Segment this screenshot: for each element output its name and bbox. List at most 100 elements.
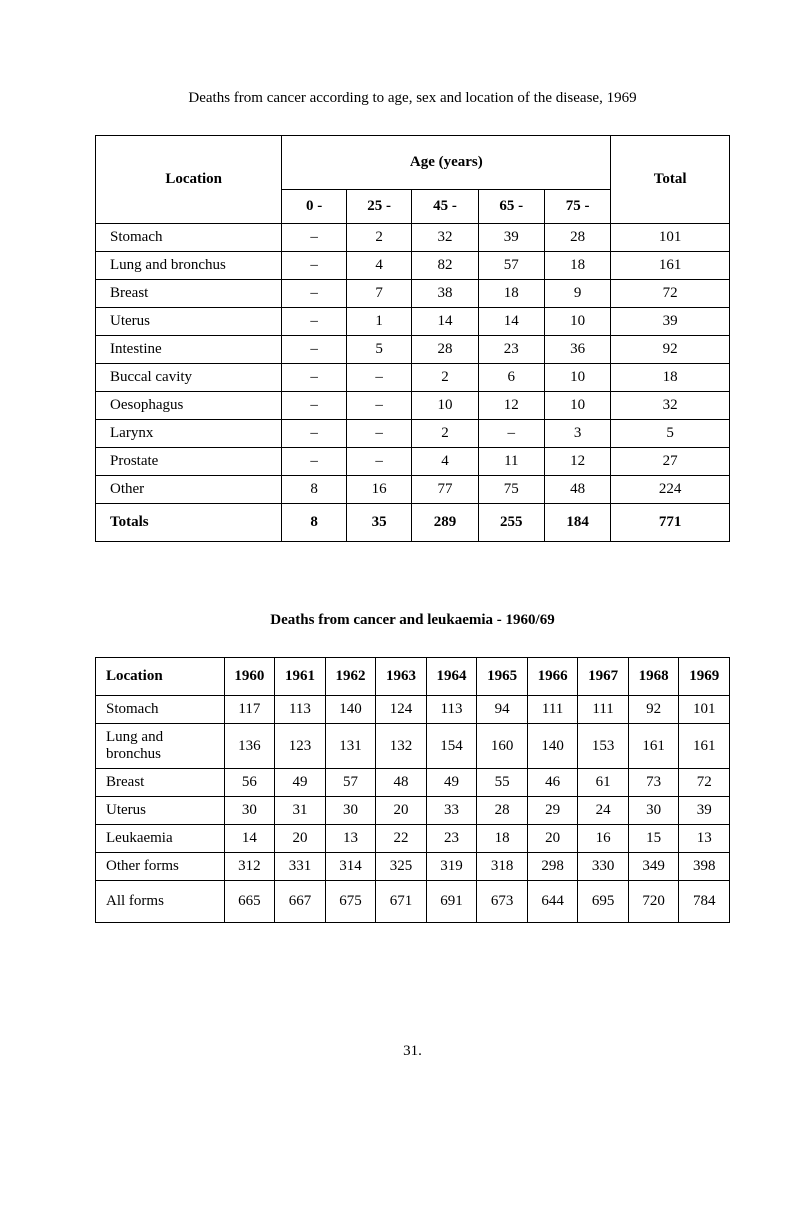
data-cell: 9: [544, 280, 610, 308]
table1-header-total: Total: [611, 136, 730, 224]
total-cell: 92: [611, 336, 730, 364]
table1-body: Stomach–2323928101Lung and bronchus–4825…: [96, 224, 730, 504]
table1-header-location: Location: [96, 136, 282, 224]
data-cell: 20: [275, 825, 326, 853]
data-cell: 318: [477, 853, 528, 881]
data-cell: –: [282, 280, 347, 308]
data-cell: 2: [412, 364, 478, 392]
data-cell: 33: [426, 797, 477, 825]
table2-body: Stomach1171131401241139411111192101Lung …: [96, 696, 730, 881]
table-row: Stomach1171131401241139411111192101: [96, 696, 730, 724]
data-cell: 312: [224, 853, 275, 881]
data-cell: 46: [527, 769, 578, 797]
table-row: Breast56495748495546617372: [96, 769, 730, 797]
data-cell: 7: [346, 280, 411, 308]
data-cell: –: [346, 448, 411, 476]
data-cell: 92: [628, 696, 679, 724]
data-cell: 72: [679, 769, 730, 797]
data-cell: –: [346, 364, 411, 392]
data-cell: 30: [325, 797, 376, 825]
data-cell: 319: [426, 853, 477, 881]
table-row: Other816777548224: [96, 476, 730, 504]
location-cell: Other: [96, 476, 282, 504]
data-cell: 124: [376, 696, 427, 724]
data-cell: 2: [346, 224, 411, 252]
yr-1961: 1961: [275, 658, 326, 696]
data-cell: 14: [412, 308, 478, 336]
table2-header-location: Location: [96, 658, 225, 696]
data-cell: –: [282, 336, 347, 364]
table-row: Other forms31233131432531931829833034939…: [96, 853, 730, 881]
all-v1: 667: [275, 881, 326, 923]
location-cell: Leukaemia: [96, 825, 225, 853]
data-cell: 349: [628, 853, 679, 881]
total-cell: 39: [611, 308, 730, 336]
yr-1963: 1963: [376, 658, 427, 696]
data-cell: 29: [527, 797, 578, 825]
data-cell: 154: [426, 724, 477, 769]
data-cell: 39: [478, 224, 544, 252]
totals-v3: 255: [478, 504, 544, 542]
age-col-75: 75 -: [544, 190, 610, 224]
data-cell: 12: [478, 392, 544, 420]
data-cell: 57: [325, 769, 376, 797]
data-cell: 330: [578, 853, 629, 881]
data-cell: 13: [325, 825, 376, 853]
data-cell: 160: [477, 724, 528, 769]
data-cell: 4: [346, 252, 411, 280]
location-cell: Prostate: [96, 448, 282, 476]
data-cell: 16: [578, 825, 629, 853]
data-cell: 18: [478, 280, 544, 308]
location-cell: Oesophagus: [96, 392, 282, 420]
data-cell: 13: [679, 825, 730, 853]
total-cell: 224: [611, 476, 730, 504]
data-cell: 14: [478, 308, 544, 336]
data-cell: 140: [527, 724, 578, 769]
yr-1962: 1962: [325, 658, 376, 696]
location-cell: Larynx: [96, 420, 282, 448]
data-cell: –: [282, 308, 347, 336]
yr-1967: 1967: [578, 658, 629, 696]
data-cell: –: [346, 392, 411, 420]
data-cell: –: [282, 364, 347, 392]
data-cell: –: [346, 420, 411, 448]
data-cell: 10: [544, 392, 610, 420]
location-cell: Buccal cavity: [96, 364, 282, 392]
total-cell: 32: [611, 392, 730, 420]
data-cell: –: [282, 448, 347, 476]
location-cell: Lung and bronchus: [96, 252, 282, 280]
total-cell: 161: [611, 252, 730, 280]
location-cell: Stomach: [96, 696, 225, 724]
table1-header-row: Location Age (years) Total: [96, 136, 730, 190]
data-cell: 18: [477, 825, 528, 853]
all-v2: 675: [325, 881, 376, 923]
location-cell: Other forms: [96, 853, 225, 881]
data-cell: 4: [412, 448, 478, 476]
data-cell: 10: [412, 392, 478, 420]
total-cell: 72: [611, 280, 730, 308]
table-row: Prostate––4111227: [96, 448, 730, 476]
location-cell: Breast: [96, 280, 282, 308]
total-cell: 18: [611, 364, 730, 392]
page-number: 31.: [95, 1043, 730, 1060]
all-label: All forms: [96, 881, 225, 923]
yr-1966: 1966: [527, 658, 578, 696]
table1-totals-row: Totals 8 35 289 255 184 771: [96, 504, 730, 542]
table-row: Uterus–114141039: [96, 308, 730, 336]
all-v4: 691: [426, 881, 477, 923]
table-row: Lung and bronchus13612313113215416014015…: [96, 724, 730, 769]
table-row: Buccal cavity––261018: [96, 364, 730, 392]
data-cell: 314: [325, 853, 376, 881]
data-cell: 30: [224, 797, 275, 825]
data-cell: 3: [544, 420, 610, 448]
table-row: Lung and bronchus–4825718161: [96, 252, 730, 280]
data-cell: 28: [477, 797, 528, 825]
all-v3: 671: [376, 881, 427, 923]
all-v6: 644: [527, 881, 578, 923]
data-cell: –: [282, 224, 347, 252]
data-cell: 28: [544, 224, 610, 252]
data-cell: 123: [275, 724, 326, 769]
table-row: Intestine–528233692: [96, 336, 730, 364]
totals-v2: 289: [412, 504, 478, 542]
data-cell: 24: [578, 797, 629, 825]
